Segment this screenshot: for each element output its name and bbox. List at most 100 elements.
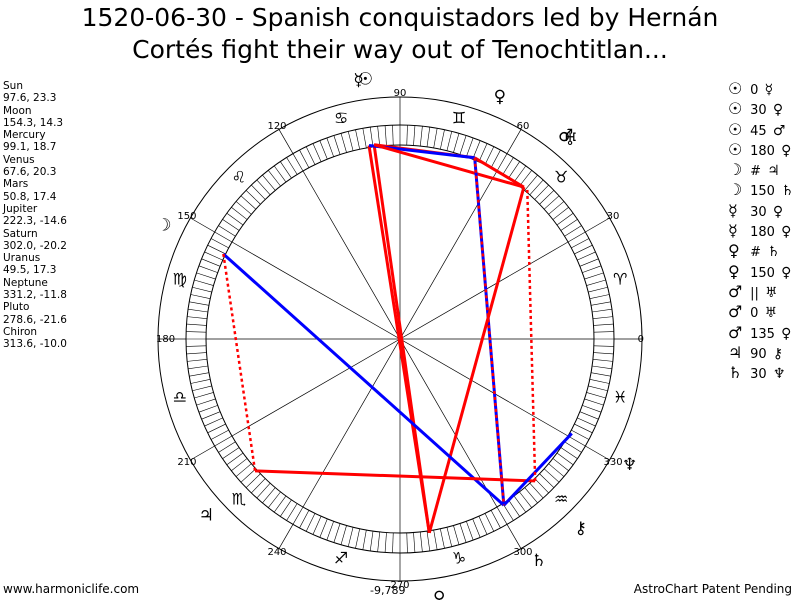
degree-tick [377,531,381,552]
degree-tick [355,528,360,549]
degree-tick [262,174,276,191]
aspect-row: ♂ 0 ♅ [728,302,794,323]
degree-tick [579,411,599,420]
degree-tick [214,435,233,447]
degree-tick [519,170,532,187]
planet-glyph-chiron: ⚷ [574,519,586,539]
degree-tick [347,131,354,151]
degree-tick [207,423,226,434]
degree-tick [571,238,590,249]
degree-tick [222,219,240,231]
degree-tick [588,286,608,293]
aspect-row: ☉ 180 ♀ [728,140,794,161]
degree-tick [588,385,608,392]
degree-tick [362,128,367,148]
degree-tick [222,447,240,459]
footer-website[interactable]: www.harmoniclife.com [3,582,140,596]
degree-tick [534,478,549,494]
degree-tick [426,127,431,147]
degree-tick [231,458,248,471]
degree-tick [240,195,257,210]
aspect-label: 180 [750,143,775,159]
degree-tick [508,499,520,517]
aspect-planet-1: ♃ [728,342,743,362]
degree-tick [210,238,229,249]
aspect-label: 135 [750,326,775,342]
degree-tick [299,149,310,168]
degree-tick [192,286,212,293]
zodiac-sign-icon: ♍ [173,269,187,288]
degree-tick [466,137,474,157]
degree-tick [564,441,582,453]
degree-tick [556,212,574,226]
degree-tick [502,503,514,521]
outer-spoke [278,524,294,549]
degree-tick [319,140,328,160]
degree-tick [286,503,298,521]
degree-tick [299,510,310,529]
planet-value-chiron: 313.6, -10.0 [3,338,67,351]
degree-label: 60 [517,121,530,132]
title-line-1: 1520-06-30 - Spanish conquistadors led b… [81,3,719,32]
degree-tick [280,499,292,517]
aspect-row: ♀ 150 ♀ [728,262,794,283]
aspect-planet-1: ☿ [728,200,738,220]
degree-tick [262,487,276,504]
degree-tick [326,521,334,541]
degree-tick [426,531,431,551]
degree-tick [592,316,613,320]
degree-tick [472,518,481,538]
degree-tick [524,174,538,191]
degree-tick [305,146,316,165]
degree-tick [340,133,347,153]
aspect-row: ☿ 30 ♀ [728,200,794,222]
aspect-label: 150 [750,184,775,200]
aspect-line [222,252,505,507]
aspect-planet-1: ♂ [728,302,743,322]
planet-name-chiron: Chiron [3,325,38,338]
degree-tick [534,184,549,200]
aspect-label: 30 [750,204,767,220]
degree-tick [292,506,304,525]
planet-glyph-pluto: ♀ [433,588,445,600]
degree-tick [280,161,292,179]
degree-tick [577,251,596,261]
degree-tick [579,258,599,267]
aspect-line [367,145,431,534]
degree-tick [218,441,236,453]
degree-label: 120 [267,121,286,132]
degree-tick [235,201,252,215]
aspect-line [254,469,536,483]
planet-name-uranus: Uranus [3,252,41,265]
degree-tick [548,463,565,477]
degree-tick [384,125,387,146]
planet-name-neptune: Neptune [3,276,48,289]
degree-tick [273,165,287,183]
degree-tick [194,392,214,399]
aspect-planet-1: ♂ [728,281,743,301]
degree-tick [245,190,261,205]
degree-label: 330 [603,457,622,468]
degree-tick [586,279,606,286]
aspect-row: ☽ 150 ♄ [728,181,794,201]
degree-tick [593,323,614,326]
outer-spoke [278,129,294,154]
planet-value-neptune: 331.2, -11.8 [3,289,67,302]
planet-value-jupiter: 222.3, -14.6 [3,215,67,228]
degree-tick [312,143,322,162]
zodiac-sign-icon: ♊ [452,108,466,127]
planet-glyph-saturn: ♄ [531,551,546,571]
degree-label: 270 [390,580,409,591]
outer-spoke [506,129,522,154]
degree-tick [577,417,596,427]
degree-tick [560,447,578,459]
aspect-planet-2: ♀ [781,325,792,342]
degree-tick [484,146,495,165]
degree-tick [548,201,565,215]
planet-value-mars: 50.8, 17.4 [3,190,57,203]
degree-label: 180 [156,334,175,345]
aspect-planet-2: ♀ [772,203,784,220]
degree-tick [369,531,374,551]
degree-tick [466,521,474,541]
degree-tick [484,513,495,532]
